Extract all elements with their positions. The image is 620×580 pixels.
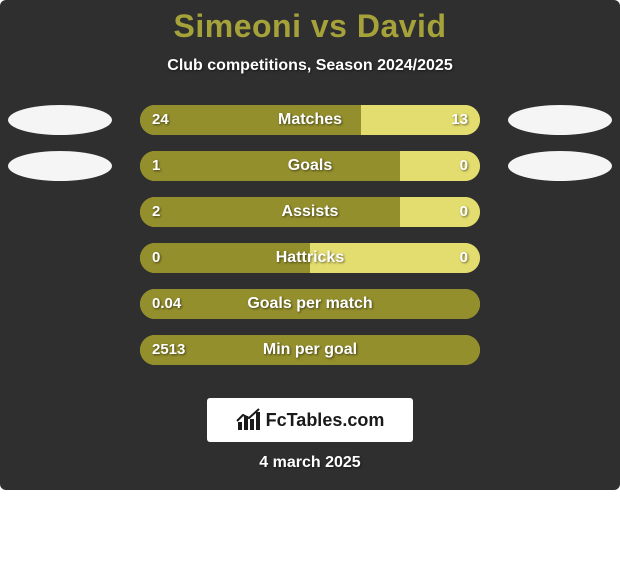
stat-bar-left bbox=[140, 335, 480, 365]
stat-bar-track bbox=[140, 335, 480, 365]
stat-bar-left bbox=[140, 197, 400, 227]
stat-bar-right bbox=[400, 151, 480, 181]
stat-bar-track bbox=[140, 151, 480, 181]
player-right-badge bbox=[508, 151, 612, 181]
brand-badge: FcTables.com bbox=[207, 398, 413, 442]
stat-bar-right bbox=[400, 197, 480, 227]
stat-bar-track bbox=[140, 197, 480, 227]
stat-row: Hattricks00 bbox=[0, 243, 620, 273]
stat-bar-track bbox=[140, 243, 480, 273]
brand-text: FcTables.com bbox=[266, 410, 385, 431]
player-left-badge bbox=[8, 151, 112, 181]
vs-separator: vs bbox=[311, 8, 348, 44]
stat-row: Matches2413 bbox=[0, 105, 620, 135]
comparison-subtitle: Club competitions, Season 2024/2025 bbox=[0, 57, 620, 75]
stat-row: Goals10 bbox=[0, 151, 620, 181]
stat-bar-track bbox=[140, 105, 480, 135]
bar-chart-icon bbox=[236, 408, 260, 432]
comparison-card: Simeoni vs David Club competitions, Seas… bbox=[0, 0, 620, 490]
stat-bar-left bbox=[140, 151, 400, 181]
player-left-name: Simeoni bbox=[174, 8, 302, 44]
player-left-badge bbox=[8, 105, 112, 135]
stat-row: Assists20 bbox=[0, 197, 620, 227]
stat-row: Goals per match0.04 bbox=[0, 289, 620, 319]
stat-bar-right bbox=[361, 105, 480, 135]
stat-row: Min per goal2513 bbox=[0, 335, 620, 365]
stat-bar-track bbox=[140, 289, 480, 319]
stat-bar-left bbox=[140, 105, 361, 135]
stat-bar-left bbox=[140, 243, 310, 273]
stat-rows: Matches2413 Goals10 Assists20 Hattricks00 Go… bbox=[0, 105, 620, 365]
footer-date: 4 march 2025 bbox=[0, 454, 620, 472]
comparison-title: Simeoni vs David bbox=[0, 0, 620, 45]
player-right-name: David bbox=[357, 8, 447, 44]
stat-bar-left bbox=[140, 289, 480, 319]
stat-bar-right bbox=[310, 243, 480, 273]
player-right-badge bbox=[508, 105, 612, 135]
